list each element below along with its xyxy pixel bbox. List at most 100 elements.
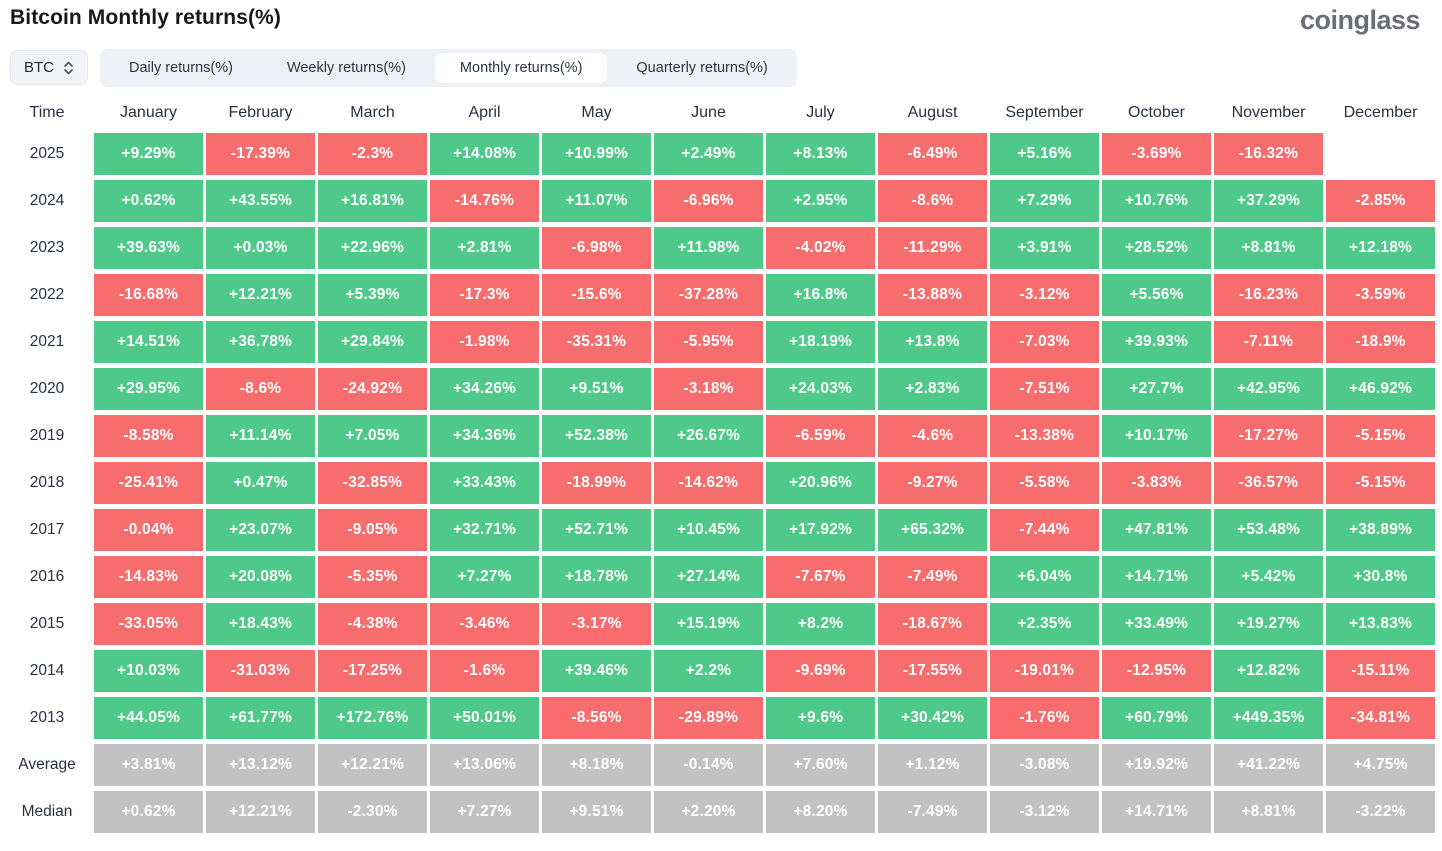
return-cell: -7.44% [990,508,1099,551]
return-cell: -5.15% [1326,461,1435,504]
return-cell: +6.04% [990,555,1099,598]
tab-daily-returns[interactable]: Daily returns(%) [104,53,258,83]
return-cell: -8.58% [94,414,203,457]
column-header-month: May [581,103,612,121]
return-cell: -8.6% [878,179,987,222]
row-label: 2024 [29,191,65,209]
return-cell: +14.08% [430,132,539,175]
table-row: 2019 -8.58% +11.14% +7.05% +34.36% +52.38% +26… [3,414,1435,457]
return-cell: -13.38% [990,414,1099,457]
return-cell: +19.27% [1214,602,1323,645]
return-cell: -8.56% [542,696,651,739]
return-cell: -7.49% [878,555,987,598]
symbol-select-value: BTC [24,59,54,77]
return-cell: -3.18% [654,367,763,410]
table-row: Median +0.62% +12.21% -2.30% +7.27% +9.51% +2.… [3,790,1435,833]
return-cell: -5.58% [990,461,1099,504]
return-cell: +13.83% [1326,602,1435,645]
return-cell: +39.46% [542,649,651,692]
returns-tabs: Daily returns(%) Weekly returns(%) Month… [100,48,797,87]
return-cell: -7.11% [1214,320,1323,363]
return-cell: +9.6% [766,696,875,739]
return-cell: +449.35% [1214,696,1323,739]
return-cell: +53.48% [1214,508,1323,551]
row-label: 2020 [29,379,65,397]
column-header-month: March [350,103,395,121]
table-row: 2023 +39.63% +0.03% +22.96% +2.81% -6.98% +11.… [3,226,1435,269]
return-cell: +5.56% [1102,273,1211,316]
return-cell: -35.31% [542,320,651,363]
return-cell: -4.38% [318,602,427,645]
return-cell: -2.30% [318,790,427,833]
return-cell: -16.68% [94,273,203,316]
return-cell: +16.81% [318,179,427,222]
symbol-select[interactable]: BTC [10,50,88,86]
tab-quarterly-returns[interactable]: Quarterly returns(%) [611,53,792,83]
return-cell: -18.67% [878,602,987,645]
return-cell: -6.59% [766,414,875,457]
return-cell: +9.29% [94,132,203,175]
return-cell: +27.14% [654,555,763,598]
return-cell: +61.77% [206,696,315,739]
return-cell [1326,133,1435,175]
return-cell: +0.62% [94,790,203,833]
return-cell: -15.6% [542,273,651,316]
return-cell: +3.91% [990,226,1099,269]
return-cell: +8.20% [766,790,875,833]
coinglass-logo[interactable]: coinglass [1299,5,1421,35]
tab-weekly-returns[interactable]: Weekly returns(%) [262,53,431,83]
return-cell: +172.76% [318,696,427,739]
return-cell: +28.52% [1102,226,1211,269]
return-cell: -17.25% [318,649,427,692]
return-cell: +11.07% [542,179,651,222]
table-row: 2017 -0.04% +23.07% -9.05% +32.71% +52.71% +10… [3,508,1435,551]
return-cell: -7.67% [766,555,875,598]
column-header-month: November [1231,103,1306,121]
table-row: 2016 -14.83% +20.08% -5.35% +7.27% +18.78% +27… [3,555,1435,598]
column-header-time: Time [29,103,65,121]
return-cell: +2.2% [654,649,763,692]
return-cell: +47.81% [1102,508,1211,551]
table-row: 2018 -25.41% +0.47% -32.85% +33.43% -18.99% -1… [3,461,1435,504]
row-label: Median [21,802,73,820]
return-cell: -17.27% [1214,414,1323,457]
return-cell: +8.81% [1214,790,1323,833]
column-header-month: April [468,103,501,121]
return-cell: -4.02% [766,226,875,269]
return-cell: +27.7% [1102,367,1211,410]
return-cell: +0.62% [94,179,203,222]
table-row: Average +3.81% +13.12% +12.21% +13.06% +8.18%… [3,743,1435,786]
return-cell: +33.43% [430,461,539,504]
return-cell: -6.96% [654,179,763,222]
return-cell: -8.6% [206,367,315,410]
return-cell: +19.92% [1102,743,1211,786]
tab-monthly-returns[interactable]: Monthly returns(%) [434,52,608,83]
return-cell: +22.96% [318,226,427,269]
return-cell: +10.03% [94,649,203,692]
return-cell: +7.29% [990,179,1099,222]
return-cell: +26.67% [654,414,763,457]
return-cell: +18.78% [542,555,651,598]
return-cell: +16.8% [766,273,875,316]
returns-table: Time January February March April May June July… [0,93,1438,838]
return-cell: +32.71% [430,508,539,551]
row-label: 2015 [29,614,65,632]
table-row: 2021 +14.51% +36.78% +29.84% -1.98% -35.31% -5… [3,320,1435,363]
return-cell: +4.75% [1326,743,1435,786]
return-cell: +11.98% [654,226,763,269]
return-cell: -18.99% [542,461,651,504]
return-cell: -37.28% [654,273,763,316]
return-cell: -31.03% [206,649,315,692]
return-cell: -3.12% [990,273,1099,316]
return-cell: +9.51% [542,790,651,833]
return-cell: +46.92% [1326,367,1435,410]
return-cell: +52.38% [542,414,651,457]
return-cell: -34.81% [1326,696,1435,739]
return-cell: +14.51% [94,320,203,363]
return-cell: -29.89% [654,696,763,739]
return-cell: +44.05% [94,696,203,739]
return-cell: +65.32% [878,508,987,551]
return-cell: +14.71% [1102,555,1211,598]
return-cell: -16.23% [1214,273,1323,316]
return-cell: +20.96% [766,461,875,504]
